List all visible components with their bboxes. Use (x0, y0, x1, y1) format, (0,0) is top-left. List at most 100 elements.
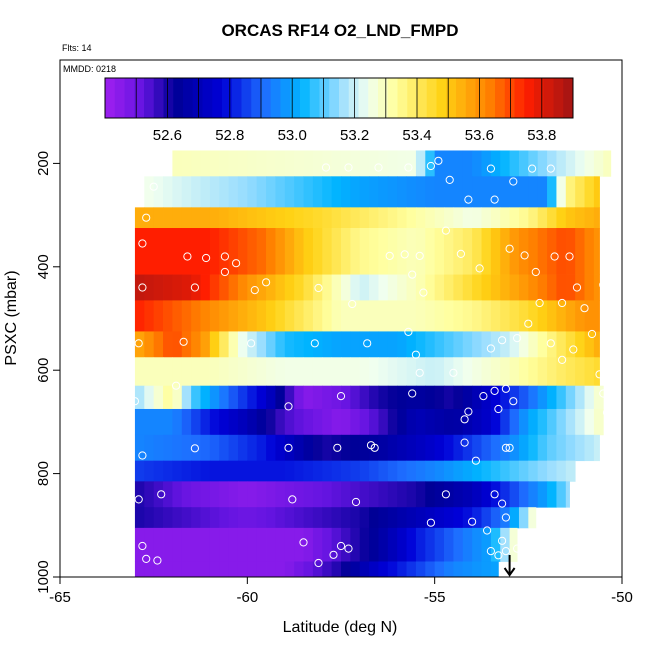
heatmap-cell (500, 331, 510, 358)
heatmap-cell (284, 434, 295, 462)
heatmap-cell (593, 176, 600, 208)
heatmap-cell (181, 228, 192, 275)
heatmap-cell (275, 274, 286, 301)
heatmap-cell (434, 357, 445, 387)
heatmap-cell (359, 228, 370, 275)
heatmap-cell (153, 561, 164, 577)
heatmap-cell (191, 357, 201, 387)
sample-point (479, 392, 488, 401)
sample-point (565, 252, 574, 261)
sample-point (130, 397, 139, 406)
heatmap-cell (200, 527, 211, 562)
heatmap-cell (481, 434, 492, 462)
heatmap-cell (406, 481, 417, 508)
heatmap-cell (247, 385, 258, 410)
heatmap-cell (415, 228, 426, 275)
heatmap-cell (275, 434, 286, 462)
heatmap-cell (219, 507, 229, 529)
heatmap-cell (181, 274, 192, 301)
heatmap-cell (275, 385, 286, 410)
colorbar-swatch (290, 78, 301, 118)
heatmap-cell (153, 385, 164, 410)
heatmap-cell (518, 385, 529, 410)
heatmap-cell (584, 300, 595, 332)
heatmap-cell (369, 481, 379, 508)
heatmap-cell (237, 331, 248, 358)
heatmap-cell (181, 300, 192, 332)
heatmap-cell (556, 357, 567, 387)
heatmap-cell (378, 385, 389, 410)
heatmap-cell (556, 228, 567, 275)
heatmap-cell (369, 228, 379, 275)
colorbar-swatch (407, 78, 418, 118)
sample-point (501, 513, 510, 522)
heatmap-cell (134, 385, 145, 410)
heatmap-cell (547, 331, 557, 358)
heatmap-cell (350, 561, 361, 577)
heatmap-cell (472, 207, 482, 229)
heatmap-cell (453, 357, 464, 387)
colorbar-swatch (222, 78, 233, 118)
colorbar-swatch (378, 78, 389, 118)
heatmap-cell (415, 150, 426, 177)
sample-point (415, 251, 424, 260)
heatmap-cell (537, 385, 548, 410)
heatmap-cell (434, 331, 445, 358)
sample-point (250, 286, 259, 295)
heatmap-cell (425, 507, 436, 529)
heatmap-cell (303, 228, 314, 275)
heatmap-cell (275, 357, 286, 387)
sample-point (329, 550, 338, 559)
heatmap-cell (294, 331, 304, 358)
heatmap-cell (144, 507, 155, 529)
colorbar-swatch (456, 78, 467, 118)
heatmap-cell (369, 300, 379, 332)
heatmap-cell (172, 228, 183, 275)
heatmap-cell (490, 207, 501, 229)
heatmap-cell (256, 527, 267, 562)
x-axis: -65 -60 -55 -50 (49, 577, 633, 606)
sample-point (400, 250, 409, 259)
heatmap-cell (247, 434, 258, 462)
sample-point (498, 536, 507, 545)
heatmap-cell (359, 385, 370, 410)
heatmap-cell (462, 460, 473, 482)
heatmap-cell (565, 385, 576, 410)
heatmap-cell (312, 507, 323, 529)
heatmap-cell (462, 228, 473, 275)
heatmap-cell (472, 527, 482, 562)
heatmap-cell (406, 274, 417, 301)
colorbar-swatch (543, 78, 554, 118)
heatmap-cell (134, 331, 145, 358)
heatmap-cell (500, 228, 510, 275)
heatmap-cell (134, 408, 145, 436)
heatmap-cell (575, 176, 585, 208)
heatmap-cell (134, 300, 145, 332)
heatmap-cell (359, 434, 370, 462)
heatmap-cell (181, 176, 192, 208)
sample-point (535, 298, 544, 308)
sample-point (348, 299, 357, 309)
x-tick-label: -55 (424, 589, 446, 606)
heatmap-cell (341, 561, 351, 577)
heatmap-cell (556, 207, 567, 229)
heatmap-cell (406, 300, 417, 332)
heatmap-cell (556, 481, 567, 508)
heatmap-cell (359, 274, 370, 301)
sample-point (262, 278, 271, 287)
heatmap-cell (481, 527, 492, 562)
heatmap-cell (415, 274, 426, 301)
heatmap-cell (181, 408, 192, 436)
heatmap-cell (228, 228, 239, 275)
heatmap-cell (209, 357, 220, 387)
heatmap-cell (331, 207, 342, 229)
heatmap-cell (378, 300, 389, 332)
heatmap-cell (153, 460, 164, 482)
colorbar-swatch (358, 78, 369, 118)
heatmap-cell (490, 331, 501, 358)
heatmap-cell (134, 460, 145, 482)
heatmap-cell (481, 507, 492, 529)
heatmap-cell (556, 300, 567, 332)
heatmap-cell (444, 481, 454, 508)
heatmap-cell (200, 357, 211, 387)
